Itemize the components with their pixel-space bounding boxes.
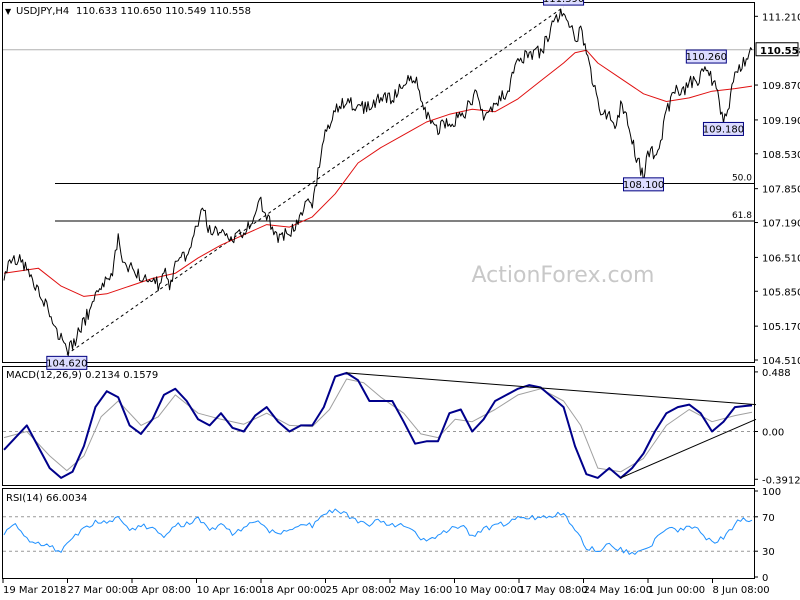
rsi-y-tick-0: 100 [762,487,781,498]
price-y-tick-8: 105.850 [762,287,800,298]
x-tick-label-3: 10 Apr 16:00 [197,585,262,596]
x-tick-label-2: 3 Apr 08:00 [132,585,191,596]
x-tick-label-8: 17 May 08:00 [519,585,588,596]
macd-trendline-0 [346,372,757,406]
price-y-tick-9: 105.170 [762,322,800,333]
price-label-2: 110.260 [686,52,727,63]
rsi-title: RSI(14) 66.0034 [6,493,87,504]
price-label-box-2 [685,49,727,64]
macd-trendline-1 [620,418,757,479]
x-tick-label-4: 18 Apr 00:00 [261,585,326,596]
price-y-tick-3: 109.190 [762,116,800,127]
rsi-panel-frame [2,488,755,579]
price-trendline [66,6,564,355]
rsi-y-tick-2: 30 [762,547,775,558]
macd-y-tick-1: 0.00 [762,427,784,438]
x-tick-label-11: 8 Jun 08:00 [713,585,770,596]
x-tick-label-9: 24 May 16:00 [584,585,653,596]
macd-panel-frame [2,366,755,486]
price-label-0: 104.620 [46,358,87,369]
price-label-box-1 [543,0,585,6]
fib-label-1: 61.8 [732,211,752,221]
fib-label-0: 50.0 [732,174,752,184]
price-y-tick-6: 107.190 [762,219,800,230]
macd-line [3,371,753,479]
price-y-tick-10: 104.510 [762,356,800,367]
x-tick-label-7: 10 May 00:00 [455,585,524,596]
rsi-y-tick-1: 70 [762,513,775,524]
price-y-tick-4: 108.530 [762,150,800,161]
price-label-box-3 [702,121,744,136]
price-y-tick-1: 110.558 [760,46,800,57]
ma-series-line [3,49,753,297]
price-label-4: 108.100 [623,180,664,191]
price-label-1: 111.390 [543,0,584,5]
price-label-3: 109.180 [703,124,744,135]
watermark: ActionForex.com [472,263,655,288]
price-y-tick-0: 111.210 [762,12,800,23]
x-tick-label-6: 2 May 16:00 [390,585,452,596]
rsi-y-tick-3: 0 [762,573,768,584]
price-series-line [3,8,753,357]
price-y-tick-7: 106.510 [762,253,800,264]
ohlc-header: 110.633 110.650 110.549 110.558 [76,6,251,17]
x-tick-label-5: 25 Apr 08:00 [326,585,391,596]
macd-y-tick-2: -0.3912 [762,475,800,486]
x-tick-label-0: 19 Mar 2018 [3,585,66,596]
x-tick-label-1: 27 Mar 00:00 [68,585,135,596]
rsi-line [3,508,753,555]
price-label-box-4 [623,177,665,192]
price-y-tick-2: 109.870 [762,81,800,92]
price-label-box-0 [46,355,88,370]
macd-y-tick-0: 0.488 [762,368,791,379]
macd-title: MACD(12,26,9) 0.2134 0.1579 [6,370,158,381]
current-price-tag [755,42,799,57]
price-y-tick-5: 107.850 [762,185,800,196]
price-panel-frame [2,2,755,363]
symbol-header: USDJPY,H4 [16,6,69,17]
header-triangle-icon: ▼ [5,7,12,16]
x-tick-label-10: 1 Jun 00:00 [648,585,705,596]
